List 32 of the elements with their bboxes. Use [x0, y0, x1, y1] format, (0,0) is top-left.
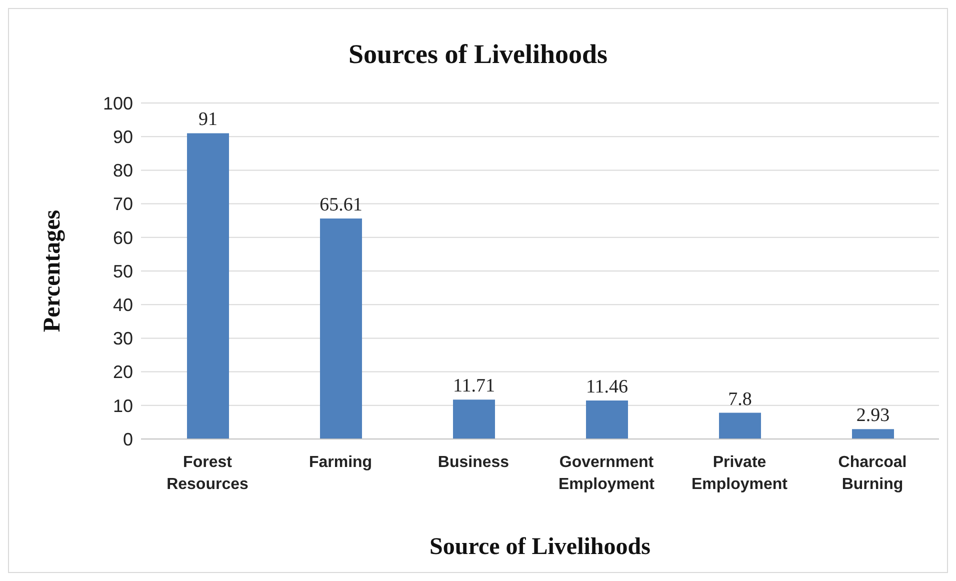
x-tick-label: Business	[438, 454, 510, 471]
y-tick-label: 60	[112, 228, 133, 248]
x-axis-title: Source of Livelihoods	[430, 534, 650, 560]
chart-title: Sources of Livelihoods	[347, 39, 609, 70]
y-tick-label: 10	[112, 396, 133, 416]
y-axis-title: Percentages	[40, 210, 66, 332]
y-tick-label: 100	[102, 93, 133, 114]
y-tick-label: 30	[112, 328, 133, 349]
y-tick-label: 70	[112, 194, 133, 214]
bar	[586, 400, 628, 439]
bar	[453, 400, 495, 439]
x-tick-label: Farming	[308, 454, 372, 471]
data-label: 2.93	[856, 405, 890, 426]
y-tick-label: 80	[112, 160, 133, 181]
data-label: 91	[198, 109, 218, 130]
y-tick-label: 90	[112, 126, 133, 147]
x-tick-label: Charcoal Burning	[838, 454, 907, 493]
y-tick-label: 20	[112, 362, 133, 382]
bar	[852, 429, 894, 439]
y-tick-label: 40	[112, 294, 133, 315]
data-label: 11.71	[452, 376, 496, 397]
bar	[719, 412, 761, 439]
bar	[320, 218, 362, 439]
data-label: 7.8	[728, 388, 752, 410]
x-tick-label: Private Employment	[691, 454, 788, 493]
x-tick-label: Forest Resources	[166, 454, 249, 493]
y-tick-label: 0	[122, 429, 133, 450]
y-tick-label: 50	[112, 261, 133, 282]
bar	[187, 133, 229, 439]
data-label: 11.46	[586, 376, 628, 398]
x-tick-label: Government Employment	[558, 454, 656, 493]
data-label: 65.61	[320, 194, 362, 216]
